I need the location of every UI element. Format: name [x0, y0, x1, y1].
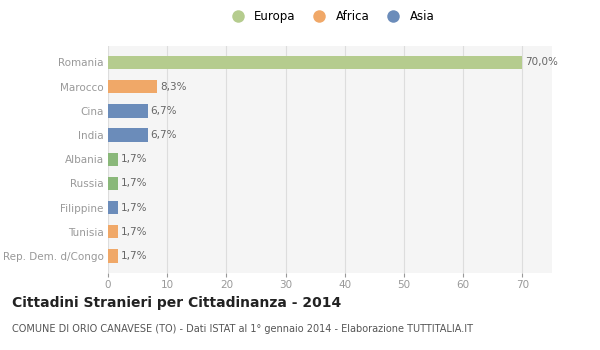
Text: 6,7%: 6,7% [151, 130, 177, 140]
Text: 8,3%: 8,3% [160, 82, 187, 92]
Text: COMUNE DI ORIO CANAVESE (TO) - Dati ISTAT al 1° gennaio 2014 - Elaborazione TUTT: COMUNE DI ORIO CANAVESE (TO) - Dati ISTA… [12, 324, 473, 334]
Text: 1,7%: 1,7% [121, 227, 148, 237]
Bar [108, 128, 148, 142]
Bar [108, 201, 118, 214]
Legend: Europa, Africa, Asia: Europa, Africa, Asia [226, 10, 434, 23]
Text: 1,7%: 1,7% [121, 154, 148, 164]
Bar [108, 249, 118, 262]
Text: Cittadini Stranieri per Cittadinanza - 2014: Cittadini Stranieri per Cittadinanza - 2… [12, 296, 341, 310]
Text: 1,7%: 1,7% [121, 178, 148, 188]
Bar [108, 225, 118, 238]
Bar [108, 153, 118, 166]
Text: 1,7%: 1,7% [121, 203, 148, 213]
Bar [108, 177, 118, 190]
Bar [108, 104, 148, 118]
Text: 1,7%: 1,7% [121, 251, 148, 261]
Text: 70,0%: 70,0% [526, 57, 558, 68]
Bar [108, 80, 157, 93]
Bar [108, 56, 523, 69]
Text: 6,7%: 6,7% [151, 106, 177, 116]
